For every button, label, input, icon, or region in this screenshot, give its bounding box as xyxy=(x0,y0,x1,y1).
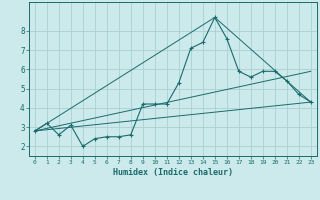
X-axis label: Humidex (Indice chaleur): Humidex (Indice chaleur) xyxy=(113,168,233,177)
